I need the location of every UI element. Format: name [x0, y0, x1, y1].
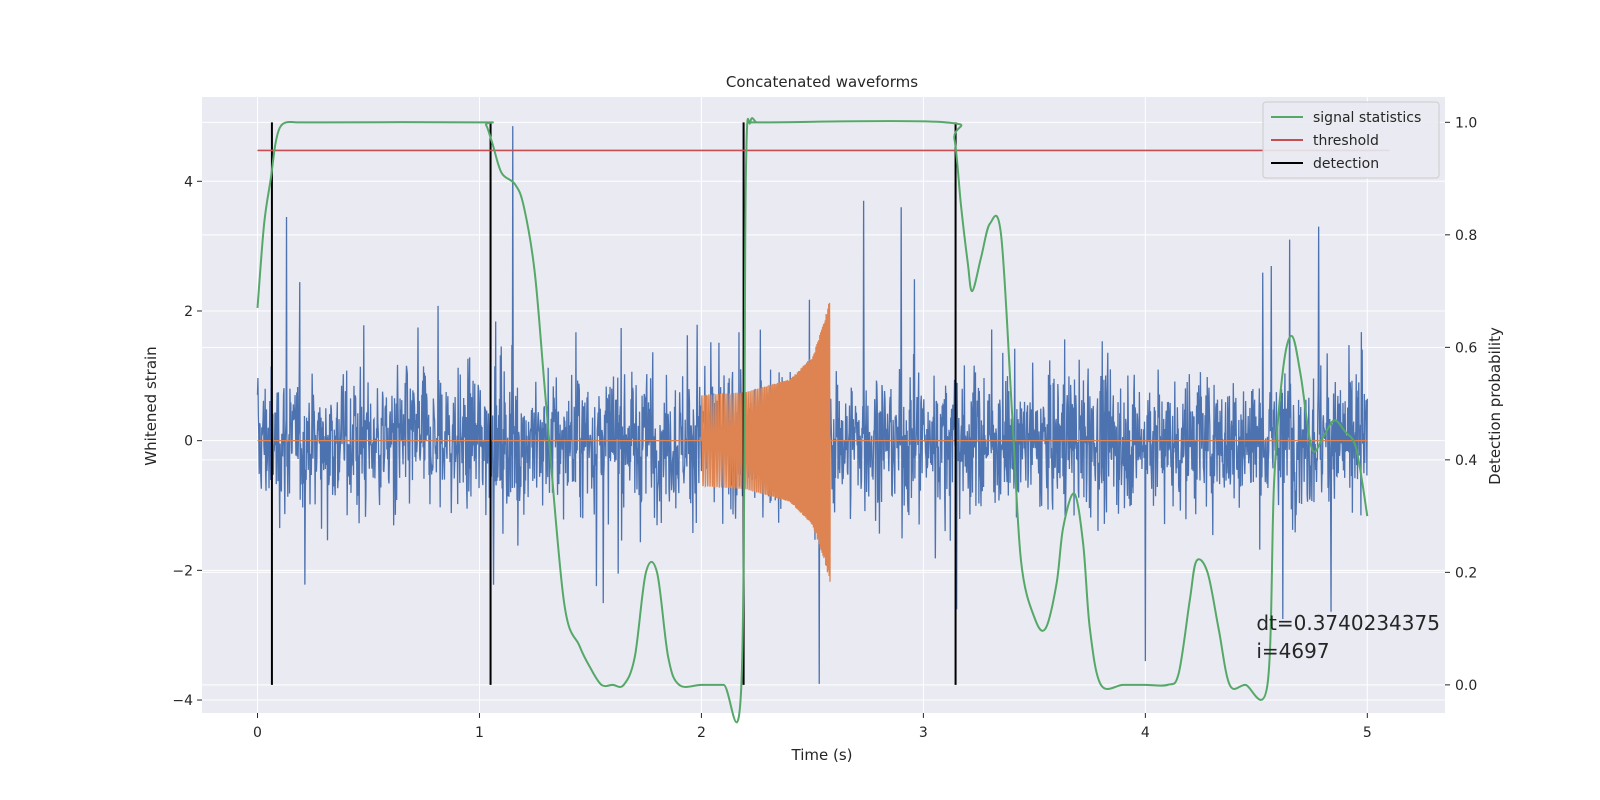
legend-label: detection [1313, 156, 1379, 172]
x-tick-label: 2 [697, 725, 706, 741]
y-tick-label-left: 2 [184, 304, 193, 320]
y-axis-label-right: Detection probability [1486, 327, 1504, 485]
x-tick-label: 3 [919, 725, 928, 741]
y-tick-label-left: 0 [184, 434, 193, 450]
annotations: dt=0.3740234375 i=4697 [1256, 611, 1440, 663]
data-layer [256, 117, 1390, 724]
legend-box [1262, 101, 1440, 179]
legend: signal statistics threshold detection [1262, 101, 1440, 179]
legend-label: threshold [1313, 133, 1379, 149]
x-tick-label: 4 [1141, 725, 1150, 741]
y-tick-label-right: 1.0 [1455, 115, 1477, 131]
x-tick-label: 1 [475, 725, 484, 741]
y-tick-label-right: 0.6 [1455, 340, 1477, 356]
y-tick-label-right: 0.8 [1455, 228, 1477, 244]
series-injected-waveform [257, 302, 1368, 582]
chart-title: Concatenated waveforms [726, 73, 918, 91]
legend-label: signal statistics [1313, 110, 1421, 126]
y-tick-label-right: 0.4 [1455, 453, 1477, 469]
y-axis-label-left: Whitened strain [142, 346, 160, 465]
x-axis-label: Time (s) [791, 746, 853, 764]
x-tick-label: 0 [253, 725, 262, 741]
y-tick-label-left: −4 [172, 693, 193, 709]
axes: 0 1 2 3 4 5 −4 −2 0 2 4 0.0 0.2 0.4 0.6 0.8 1.0 [172, 115, 1477, 741]
annotation-dt: dt=0.3740234375 [1256, 611, 1440, 635]
y-tick-label-left: 4 [184, 174, 193, 190]
x-tick-label: 5 [1363, 725, 1372, 741]
y-tick-label-right: 0.2 [1455, 565, 1477, 581]
annotation-index: i=4697 [1256, 639, 1329, 663]
y-tick-label-left: −2 [172, 563, 193, 579]
y-tick-label-right: 0.0 [1455, 678, 1477, 694]
series-signal-statistics [256, 117, 1369, 724]
